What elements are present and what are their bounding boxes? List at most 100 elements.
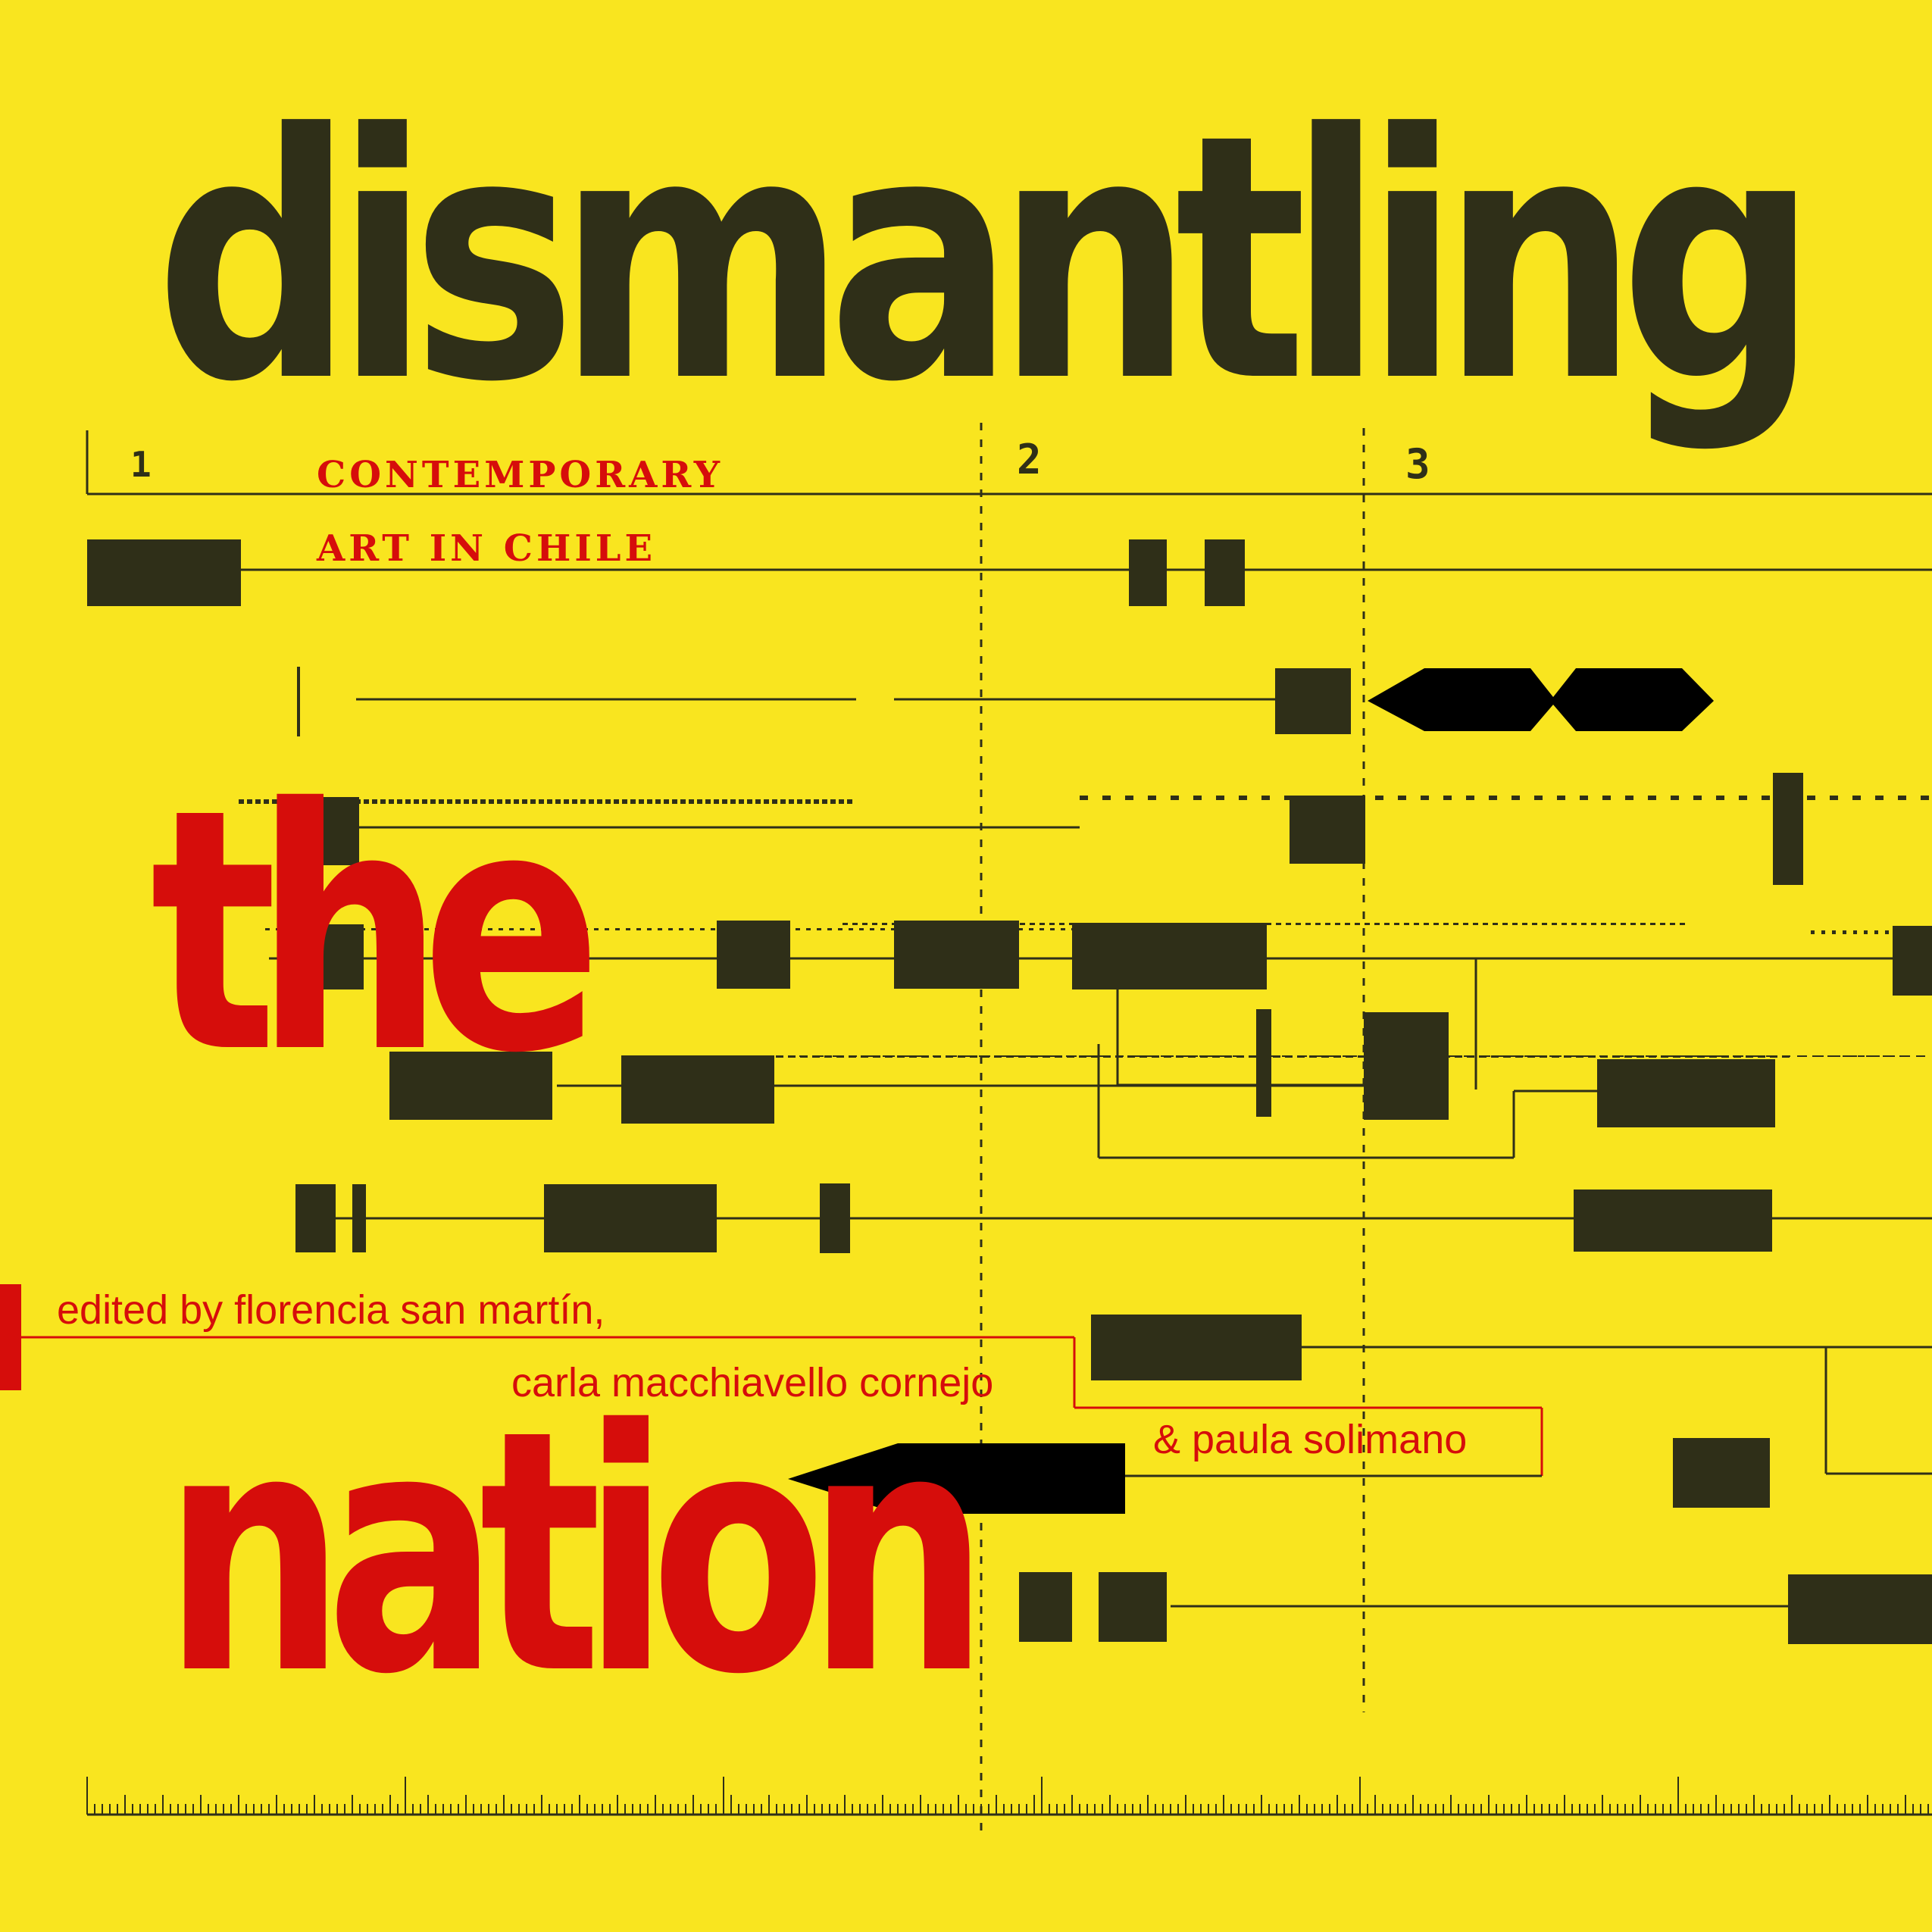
notation-block [1099,1572,1167,1642]
notation-tick [364,799,369,804]
subtitle-line-2: ART IN CHILE [317,527,657,570]
notation-tick [1443,923,1449,925]
notation-tick [903,1055,910,1057]
title-word-nation: nation [163,1359,989,1747]
notation-tick [1699,1055,1707,1057]
notation-tick [1650,923,1655,925]
notation-tick [1358,1055,1365,1057]
notation-tick [1433,923,1439,925]
notation-tick [573,928,577,930]
notation-tick [679,928,683,930]
notation-tick [1466,796,1474,800]
notation-tick [530,799,536,804]
notation-block [1893,926,1932,996]
notation-tick [392,928,397,930]
notation-tick [1827,1055,1834,1057]
notation-tick [1059,923,1064,925]
notation-tick [1512,796,1520,800]
title-word-the: the [150,738,602,1126]
notation-tick [1061,928,1065,930]
notation-tick [1284,796,1293,800]
notation-tick [1716,796,1724,800]
notation-tick [1752,1055,1758,1057]
notation-block [1019,1572,1072,1642]
notation-tick [509,928,514,930]
notation-tick [280,799,286,804]
notation-tick [1080,796,1088,800]
notation-tick [1464,1055,1471,1057]
notation-tick [958,1055,965,1058]
notation-tick [1601,923,1606,925]
notation-tick [1216,1055,1224,1057]
notation-tick [1864,930,1868,934]
notation-block [1673,1438,1770,1508]
staff-marker-3: 3 [1405,440,1430,488]
notation-tick [1524,1055,1531,1057]
notation-block [544,1184,717,1252]
notation-tick [816,1055,824,1057]
notation-tick [505,799,511,804]
notation-tick [880,928,885,930]
notation-tick [1100,1055,1107,1057]
notation-tick [838,928,843,930]
notation-tick [870,928,874,930]
notation-tick [480,799,486,804]
notation-tick [873,1055,880,1058]
notation-tick [430,799,436,804]
notation-tick [1812,1055,1819,1057]
notation-tick [1542,923,1547,925]
notation-block [307,924,364,989]
notation-tick [1821,930,1825,934]
notation-tick [1148,796,1156,800]
notation-tick [689,799,694,804]
notation-arrow-shape [788,1443,1125,1514]
notation-tick [247,799,252,804]
notation-tick [1830,796,1838,800]
notation-tick [1236,1055,1243,1057]
notation-tick [1721,1055,1728,1057]
notation-tick [847,799,852,804]
notation-tick [647,928,652,930]
notation-tick [580,799,586,804]
notation-tick [866,1055,874,1057]
notation-tick [1767,1055,1774,1057]
notation-tick [1666,1055,1674,1057]
notation-tick [488,928,492,930]
notation-tick [1706,1055,1713,1057]
notation-tick [552,928,556,930]
notation-tick [1843,930,1846,934]
notation-tick [1102,796,1111,800]
notation-tick [1576,1055,1583,1058]
notation-tick [705,799,711,804]
notation-tick [764,799,769,804]
notation-tick [397,799,402,804]
notation-tick [882,923,887,925]
notation-tick [949,1055,955,1057]
notation-tick [983,1055,990,1057]
notation-tick [1516,1055,1524,1057]
notation-tick [1540,1055,1546,1057]
notation-tick [1176,1055,1183,1057]
notation-tick [1630,1055,1637,1057]
notation-block [1275,668,1351,734]
notation-tick [456,928,461,930]
notation-tick [668,928,673,930]
notation-tick [1312,1055,1319,1057]
notation-tick [1509,1055,1516,1057]
notation-tick [1782,1055,1789,1057]
notation-block [1072,923,1267,989]
notation-tick [1216,796,1224,800]
notation-tick [1343,1055,1349,1057]
notation-tick [1762,796,1770,800]
notation-tick [1557,796,1565,800]
notation-tick [1816,1055,1824,1057]
notation-tick [583,928,588,930]
notation-tick [382,928,386,930]
notation-tick [314,799,319,804]
notation-tick [1600,1055,1607,1057]
notation-block [352,1184,366,1252]
notation-tick [1852,796,1861,800]
notation-tick [1282,1055,1289,1057]
notation-tick [1191,1055,1198,1057]
notation-tick [555,799,561,804]
